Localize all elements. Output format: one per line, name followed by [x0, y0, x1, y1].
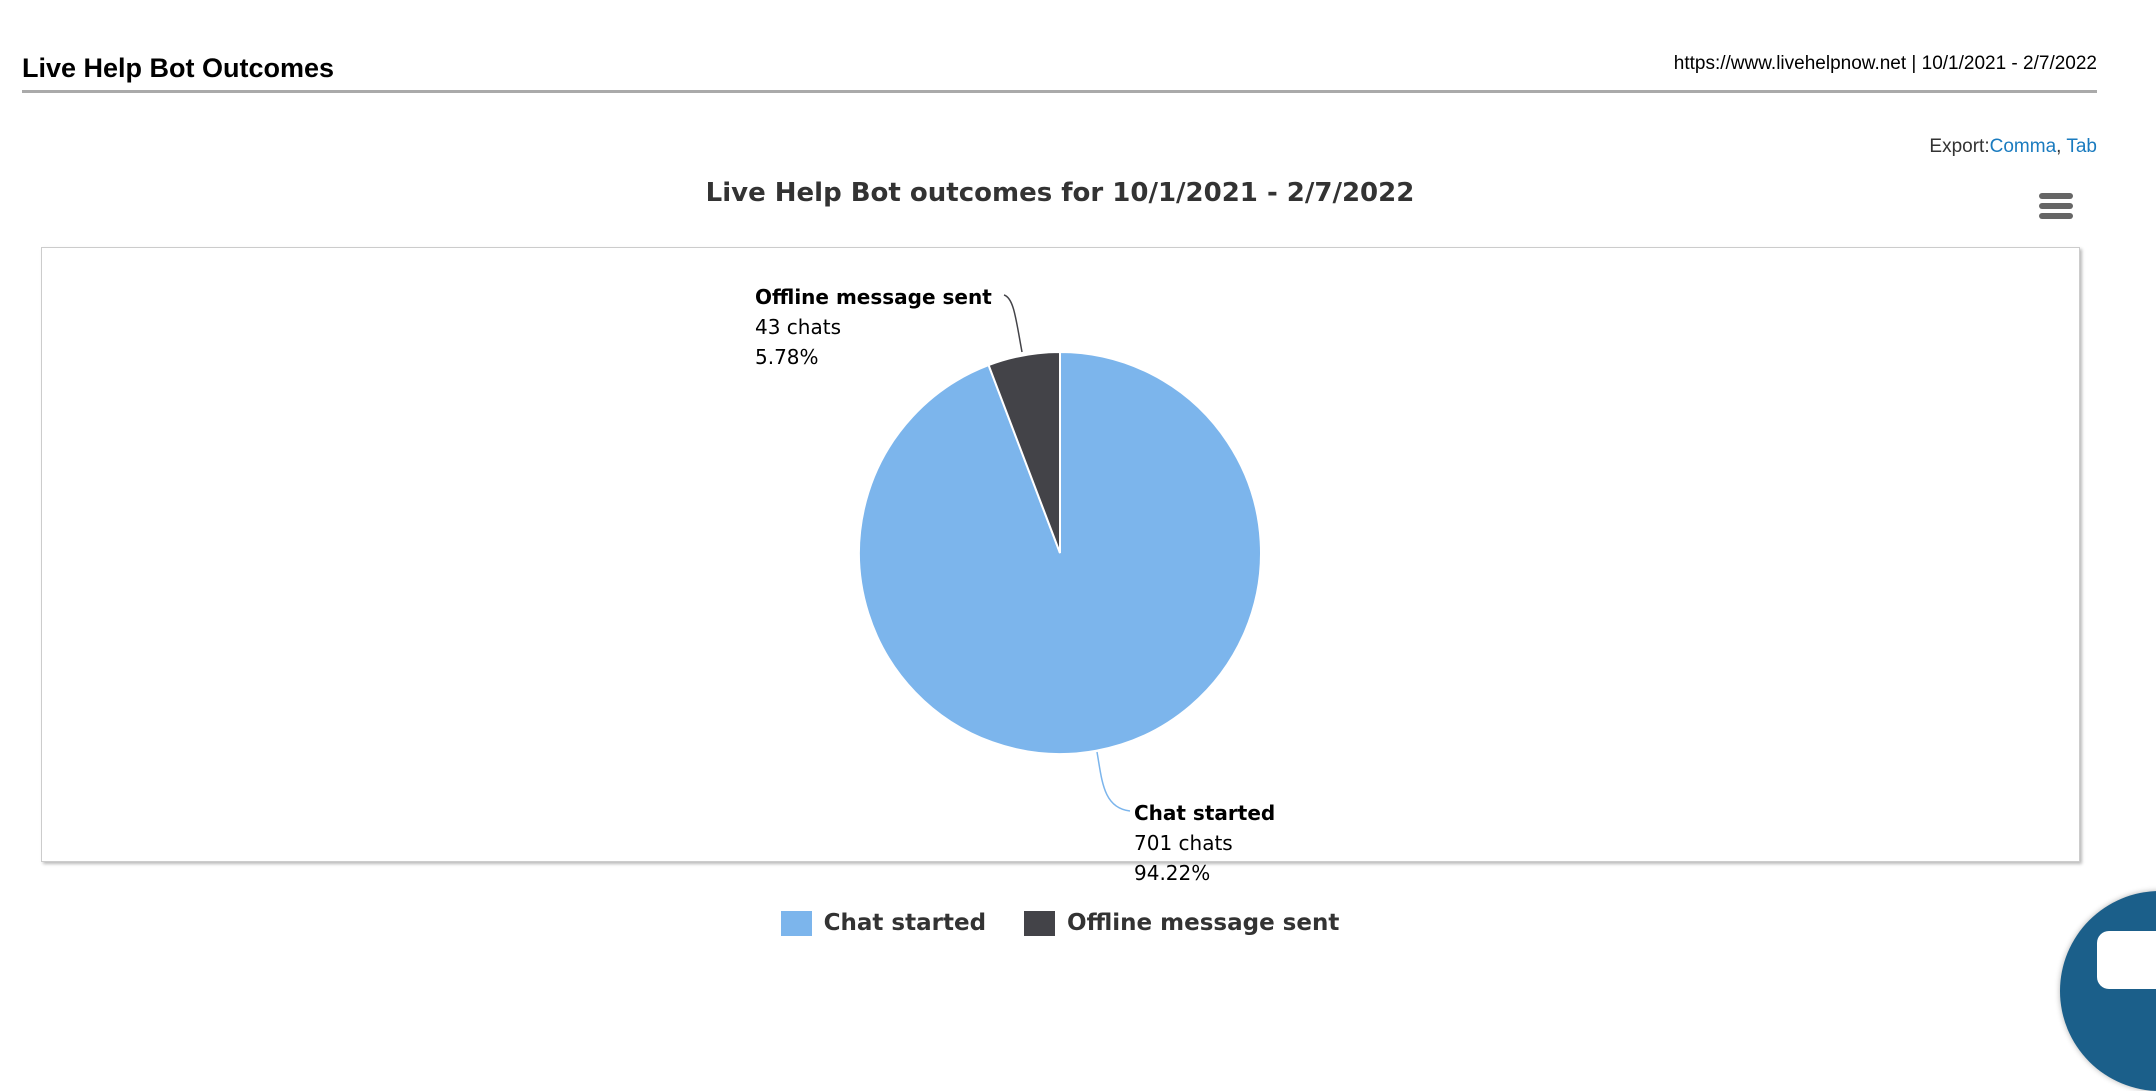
export-links: Export:Comma, Tab — [1929, 136, 2097, 158]
legend-item-chat-started[interactable]: Chat started — [780, 910, 987, 936]
export-tab-link[interactable]: Tab — [2066, 136, 2097, 157]
label-percent: 94.22% — [1134, 861, 1211, 885]
legend-swatch — [780, 910, 812, 936]
legend-swatch — [1024, 910, 1056, 936]
legend-item-offline[interactable]: Offline message sent — [1024, 910, 1339, 936]
label-value: 701 chats — [1134, 831, 1233, 855]
chat-bubble-icon — [2097, 931, 2156, 989]
label-name: Chat started — [1134, 801, 1276, 825]
legend-label: Offline message sent — [1067, 910, 1340, 936]
data-label-chat-started: Chat started 701 chats 94.22% — [1134, 798, 1275, 888]
header-divider — [22, 90, 2097, 93]
page-title: Live Help Bot Outcomes — [22, 53, 335, 83]
label-value: 43 chats — [755, 315, 841, 339]
data-label-offline: Offline message sent 43 chats 5.78% — [755, 282, 992, 372]
chart-title: Live Help Bot outcomes for 10/1/2021 - 2… — [705, 178, 1415, 208]
export-comma-link[interactable]: Comma — [1989, 136, 2057, 157]
legend: Chat started Offline message sent — [0, 910, 2120, 936]
export-label: Export: — [1929, 136, 1990, 157]
header-meta: https://www.livehelpnow.net | 10/1/2021 … — [1673, 53, 2097, 74]
label-name: Offline message sent — [755, 285, 992, 309]
label-percent: 5.78% — [755, 345, 819, 369]
export-separator: , — [2056, 136, 2067, 157]
connector-chat-started — [1096, 751, 1131, 812]
legend-label: Chat started — [823, 910, 987, 936]
pie-chart — [858, 294, 1262, 812]
hamburger-menu-icon[interactable] — [2039, 193, 2073, 221]
connector-offline — [1003, 294, 1023, 353]
pie-slice-offline-message-sent[interactable] — [987, 350, 1061, 554]
